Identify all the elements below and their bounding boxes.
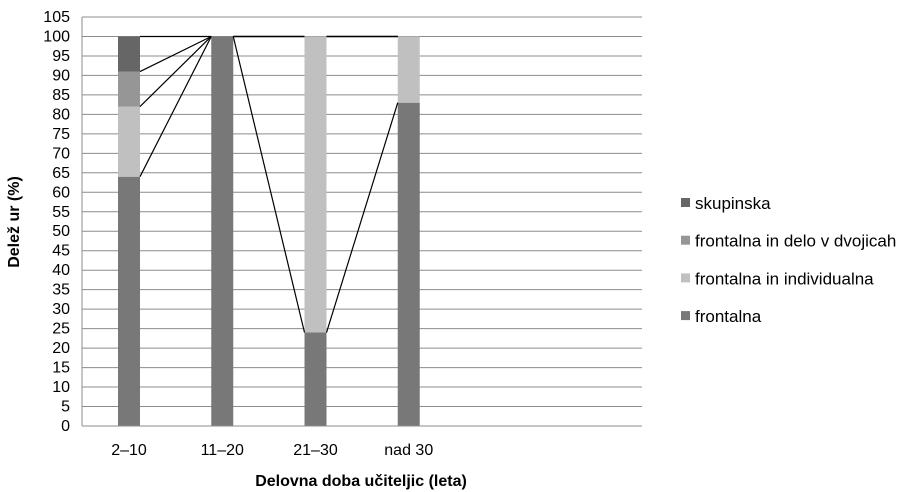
axes (81, 17, 642, 427)
bar-segment (304, 332, 327, 426)
bars (118, 36, 420, 426)
y-tick-label: 65 (52, 165, 70, 182)
bar-segment (118, 36, 140, 72)
bar-segment (397, 36, 420, 103)
legend-label: frontalna in individualna (695, 269, 874, 288)
y-tick-label: 50 (52, 223, 70, 240)
y-tick-label: 20 (52, 340, 70, 357)
x-axis-title: Delovna doba učiteljic (leta) (255, 473, 467, 490)
legend-label: frontalna in delo v dvojicah (695, 232, 896, 251)
legend: skupinska frontalna in delo v dvojicah fro… (681, 194, 896, 326)
y-axis-title: Delež ur (%) (6, 176, 23, 268)
y-tick-label: 10 (52, 379, 70, 396)
y-tick-label: 30 (52, 301, 70, 318)
y-tick-label: 0 (61, 418, 70, 435)
legend-label: frontalna (695, 307, 762, 326)
bar-segment (118, 106, 140, 177)
y-tick-label: 75 (52, 126, 70, 143)
series-line (139, 36, 212, 177)
bar-segment (118, 71, 140, 107)
series-lines (139, 35, 399, 333)
gridlines (82, 16, 642, 427)
series-line (139, 35, 212, 73)
x-tick-label: 21–30 (293, 442, 338, 459)
y-tick-label: 105 (43, 9, 70, 26)
series-line (139, 36, 212, 108)
series-line (232, 36, 306, 333)
bar-segment (211, 36, 234, 426)
y-tick-label: 95 (52, 48, 70, 65)
y-axis-ticks: 0 5 10 15 20 25 30 35 40 45 50 55 60 65 70 75 80 85 90 95 10… (43, 9, 70, 435)
legend-swatch (681, 311, 690, 321)
y-tick-label: 55 (52, 204, 70, 221)
x-tick-label: 2–10 (111, 442, 147, 459)
legend-label: skupinska (695, 194, 771, 213)
y-tick-label: 15 (52, 360, 70, 377)
y-tick-label: 25 (52, 321, 70, 338)
series-line (325, 102, 399, 333)
bar-segment (304, 36, 327, 333)
y-tick-label: 100 (43, 28, 70, 45)
y-tick-label: 35 (52, 282, 70, 299)
legend-swatch (681, 273, 690, 283)
y-tick-label: 60 (52, 184, 70, 201)
x-tick-label: nad 30 (384, 442, 433, 459)
x-axis-ticks: 2–10 11–20 21–30 nad 30 (111, 442, 433, 459)
bar-segment (118, 176, 140, 426)
legend-swatch (681, 235, 690, 245)
y-tick-label: 5 (61, 399, 70, 416)
y-tick-label: 70 (52, 145, 70, 162)
legend-swatch (681, 198, 690, 207)
y-tick-label: 85 (52, 87, 70, 104)
y-tick-label: 90 (52, 67, 70, 84)
y-tick-label: 45 (52, 243, 70, 260)
x-tick-label: 11–20 (201, 442, 244, 459)
y-tick-label: 80 (52, 106, 70, 123)
y-tick-label: 40 (52, 262, 70, 279)
bar-segment (397, 102, 420, 426)
